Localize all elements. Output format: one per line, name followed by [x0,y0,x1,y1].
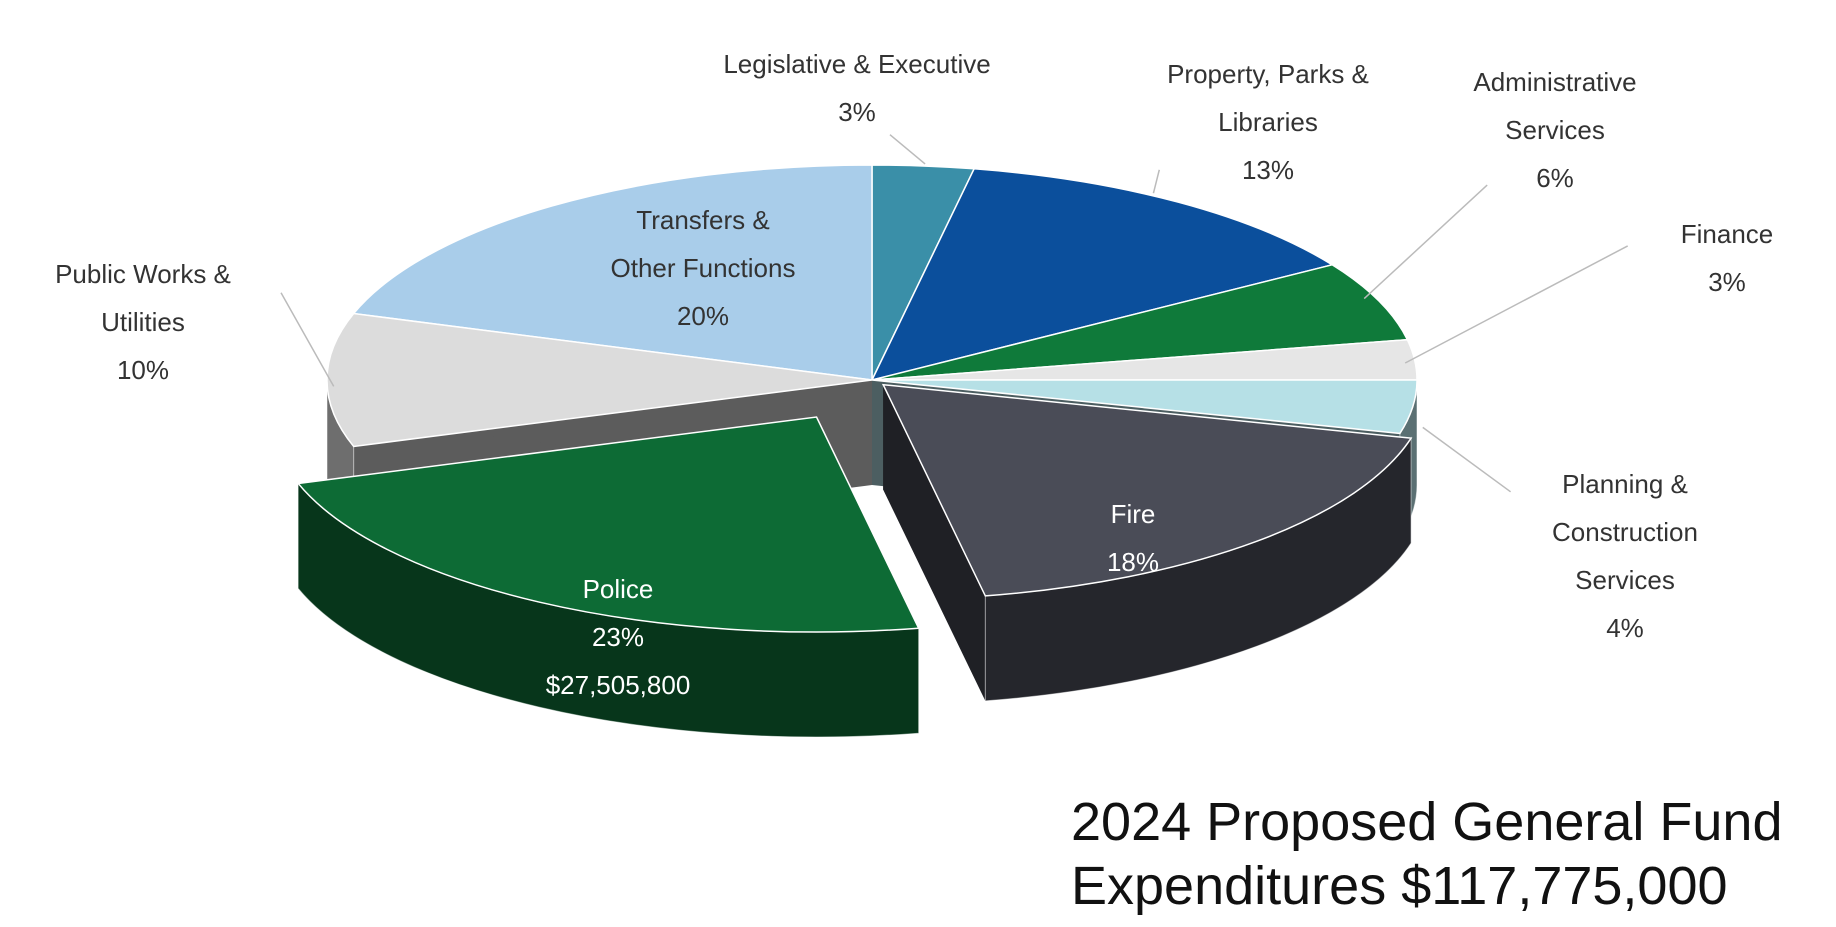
category-name: Property, Parks & Libraries [1167,59,1369,137]
slice-side [883,384,986,701]
value-label: 18% [1106,547,1160,577]
slice-label: Legislative & Executive 3% [647,40,1067,136]
value-label: 3% [838,97,876,127]
annotation: $27,505,800 [545,670,691,700]
category-name: Police [582,574,654,604]
slice-label: Administrative Services 6% [1440,58,1670,202]
slice [871,263,1409,381]
leader-line [1422,426,1512,493]
category-name: Planning & Construction Services [1552,469,1698,595]
slice [871,379,1418,435]
slice [881,383,1413,597]
category-name: Fire [1110,499,1156,529]
slice-label: Planning & Construction Services 4% [1525,460,1725,652]
slice-label: Public Works & Utilities 10% [23,250,263,394]
slice-label: Transfers & Other Functions 20% [601,196,806,340]
slice-label: Fire 18% [1058,490,1208,586]
leader-line [1404,245,1629,364]
category-name: Finance [1680,219,1774,249]
value-label: 13% [1241,155,1295,185]
value-label: 23% [591,622,645,652]
leader-line [1152,169,1161,194]
leader-line [889,134,926,165]
slice-label: Police 23% $27,505,800 [493,565,743,709]
category-name: Legislative & Executive [723,49,991,79]
slice [870,168,1335,382]
chart-title: 2024 Proposed General Fund Expenditures … [1071,792,1783,916]
slice [296,416,920,633]
category-name: Administrative Services [1473,67,1637,145]
leader-line [1363,184,1488,300]
category-name: Public Works & Utilities [55,259,231,337]
value-label: 20% [676,301,730,331]
category-name: Transfers & Other Functions [610,205,796,283]
leader-line [280,292,335,387]
value-label: 3% [1708,267,1746,297]
slice [326,312,873,448]
value-label: 6% [1536,163,1574,193]
value-label: 4% [1606,613,1644,643]
slice [352,164,873,381]
value-label: 10% [116,355,170,385]
slice-label: Property, Parks & Libraries 13% [1153,50,1383,194]
slice-label: Finance 3% [1652,210,1802,306]
